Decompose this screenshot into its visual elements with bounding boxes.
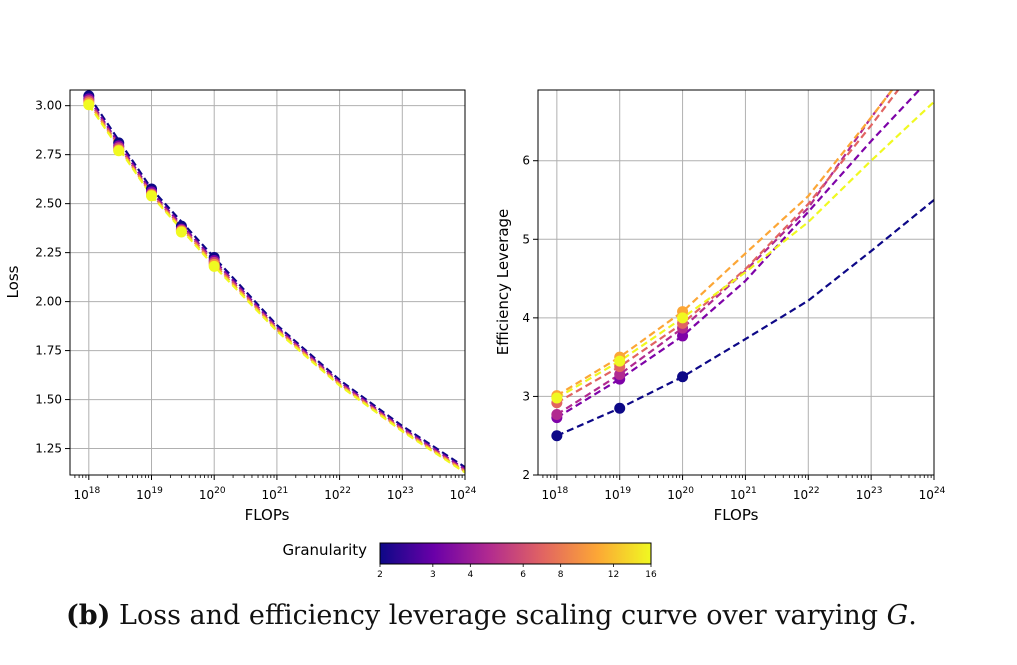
data-point-G=6 [614, 368, 626, 380]
colorbar-gradient [379, 542, 652, 565]
loss-chart-x-ticks: 1018 1019 1020 1021 1022 1023 1024 [73, 475, 477, 502]
colorbar-tick-label: 8 [558, 570, 564, 580]
loss-chart-series [83, 90, 465, 474]
data-point-G=2 [551, 430, 563, 442]
loss-chart-xlabel: FLOPs [245, 506, 290, 524]
y-tick-label: 3 [522, 389, 530, 403]
y-tick-label: 6 [522, 154, 530, 168]
efficiency-chart-y-ticks: 2 3 4 5 6 [522, 154, 538, 482]
colorbar-label: Granularity [283, 541, 368, 559]
x-tick-label: 1021 [262, 486, 289, 502]
data-point-G=16 [614, 355, 626, 367]
granularity-colorbar: Granularity 2 3 4 6 8 12 16 [283, 541, 657, 580]
data-point-G=16 [208, 260, 220, 272]
data-point-G=2 [614, 402, 626, 414]
y-tick-label: 2.75 [35, 148, 62, 162]
colorbar-tick-label: 2 [377, 570, 383, 580]
x-tick-label: 1020 [667, 486, 694, 502]
x-tick-label: 1018 [541, 486, 568, 502]
figure: 1018 1019 1020 1021 1022 1023 1024 1.25 1.50 1.7… [4, 89, 946, 580]
y-tick-label: 5 [522, 232, 530, 246]
x-tick-label: 1018 [73, 486, 100, 502]
colorbar-tick-label: 4 [467, 570, 473, 580]
figure-caption: (b) Loss and efficiency leverage scaling… [66, 600, 1006, 631]
data-point-G=16 [83, 99, 95, 111]
y-tick-label: 2.50 [35, 197, 62, 211]
data-point-G=2 [677, 371, 689, 383]
data-point-G=16 [677, 312, 689, 324]
data-point-G=16 [146, 190, 158, 202]
x-tick-label: 1022 [793, 486, 820, 502]
data-point-G=4 [677, 330, 689, 342]
colorbar-tick-label: 16 [645, 570, 657, 580]
efficiency-chart-ylabel: Efficiency Leverage [494, 209, 512, 356]
efficiency-chart-series [551, 90, 934, 442]
loss-chart-frame [69, 89, 466, 476]
y-tick-label: 1.50 [35, 393, 62, 407]
x-tick-label: 1021 [730, 486, 757, 502]
y-tick-label: 1.75 [35, 344, 62, 358]
y-tick-label: 4 [522, 311, 530, 325]
colorbar-ticks: 2 3 4 6 8 12 16 [377, 564, 657, 580]
loss-chart-y-ticks: 1.25 1.50 1.75 2.00 2.25 2.50 2.75 3.00 [35, 99, 70, 456]
colorbar-tick-label: 12 [608, 570, 619, 580]
loss-chart: 1018 1019 1020 1021 1022 1023 1024 1.25 1.50 1.7… [4, 89, 477, 524]
loss-chart-grid [70, 90, 466, 475]
y-tick-label: 2.25 [35, 246, 62, 260]
x-tick-label: 1020 [199, 486, 226, 502]
x-tick-label: 1023 [387, 486, 414, 502]
y-tick-label: 2.00 [35, 295, 62, 309]
y-tick-label: 2 [522, 468, 530, 482]
efficiency-leverage-chart: 1018 1019 1020 1021 1022 1023 1024 2 3 4 5 6 FLOPs… [494, 89, 946, 524]
efficiency-chart-x-ticks: 1018 1019 1020 1021 1022 1023 1024 [541, 475, 946, 502]
caption-label: (b) [66, 600, 111, 631]
data-point-G=16 [551, 392, 563, 404]
data-point-G=16 [175, 226, 187, 238]
caption-end: . [908, 600, 917, 631]
data-point-G=16 [113, 145, 125, 157]
loss-chart-ylabel: Loss [4, 265, 22, 298]
caption-variable: G [886, 600, 909, 631]
data-point-G=6 [551, 409, 563, 420]
x-tick-label: 1019 [604, 486, 631, 502]
series-line-G=6 [556, 90, 894, 416]
x-tick-label: 1019 [136, 486, 163, 502]
y-tick-label: 1.25 [35, 442, 62, 456]
x-tick-label: 1022 [324, 486, 351, 502]
caption-text: Loss and efficiency leverage scaling cur… [119, 600, 879, 631]
x-tick-label: 1024 [919, 486, 946, 502]
colorbar-tick-label: 3 [430, 570, 436, 580]
colorbar-tick-label: 6 [520, 570, 526, 580]
efficiency-chart-xlabel: FLOPs [714, 506, 759, 524]
series-line-G=12 [556, 90, 894, 397]
y-tick-label: 3.00 [35, 99, 62, 113]
x-tick-label: 1024 [450, 486, 477, 502]
x-tick-label: 1023 [856, 486, 883, 502]
series-line-G=4 [556, 90, 921, 419]
